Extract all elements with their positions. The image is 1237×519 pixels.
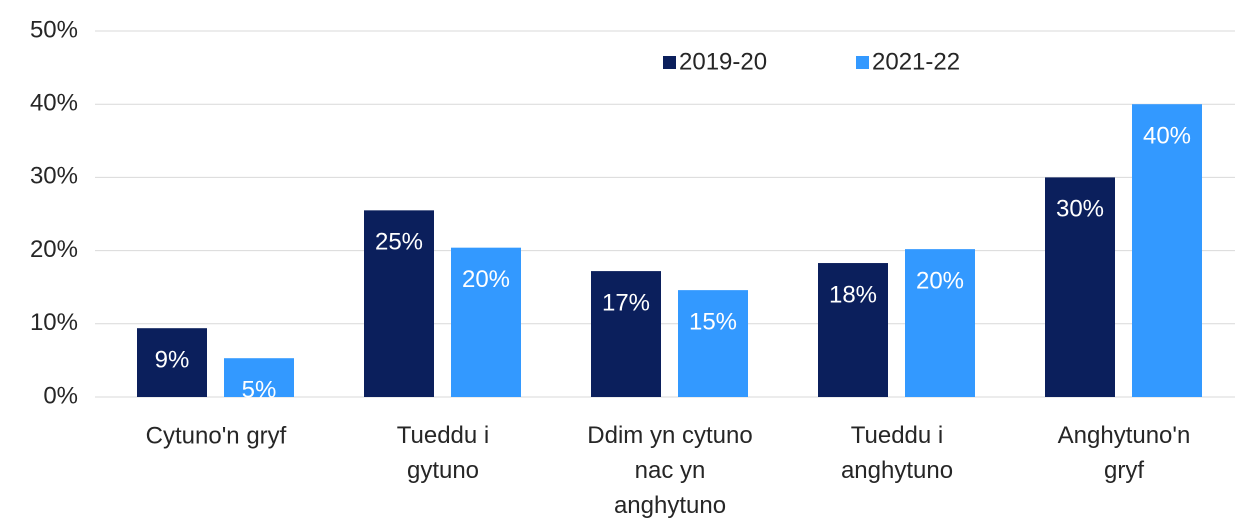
- legend-label: 2021-22: [872, 48, 960, 75]
- x-tick-label: Anghytuno'n gryf: [1058, 422, 1191, 484]
- data-label: 20%: [916, 267, 964, 294]
- bar: [591, 271, 661, 397]
- bar: [1132, 104, 1202, 397]
- y-tick-label: 0%: [43, 382, 78, 409]
- y-tick-label: 20%: [30, 236, 78, 263]
- y-tick-label: 10%: [30, 309, 78, 336]
- data-label: 17%: [602, 289, 650, 316]
- bar: [678, 290, 748, 397]
- data-label: 25%: [375, 229, 423, 256]
- bar: [137, 328, 207, 397]
- x-tick-label: Cytuno'n gryf: [146, 422, 287, 449]
- y-tick-label: 50%: [30, 16, 78, 43]
- y-tick-label: 40%: [30, 90, 78, 117]
- legend-swatch: [663, 56, 676, 69]
- bar: [818, 263, 888, 397]
- data-label: 5%: [242, 377, 277, 404]
- x-tick-label: Tueddu i anghytuno: [841, 422, 953, 484]
- data-label: 40%: [1143, 123, 1191, 150]
- data-label: 30%: [1056, 196, 1104, 223]
- bar: [905, 249, 975, 397]
- data-label: 15%: [689, 308, 737, 335]
- data-label: 18%: [829, 281, 877, 308]
- bar: [1045, 177, 1115, 397]
- bar: [451, 247, 521, 397]
- x-tick-label: Ddim yn cytuno nac yn anghytuno: [587, 422, 752, 519]
- data-label: 20%: [462, 266, 510, 293]
- x-tick-label: Tueddu i gytuno: [397, 422, 490, 484]
- legend-swatch: [856, 56, 869, 69]
- bar: [224, 358, 294, 397]
- data-label: 9%: [155, 347, 190, 374]
- y-tick-label: 30%: [30, 163, 78, 190]
- bar: [364, 210, 434, 397]
- legend-label: 2019-20: [679, 48, 767, 75]
